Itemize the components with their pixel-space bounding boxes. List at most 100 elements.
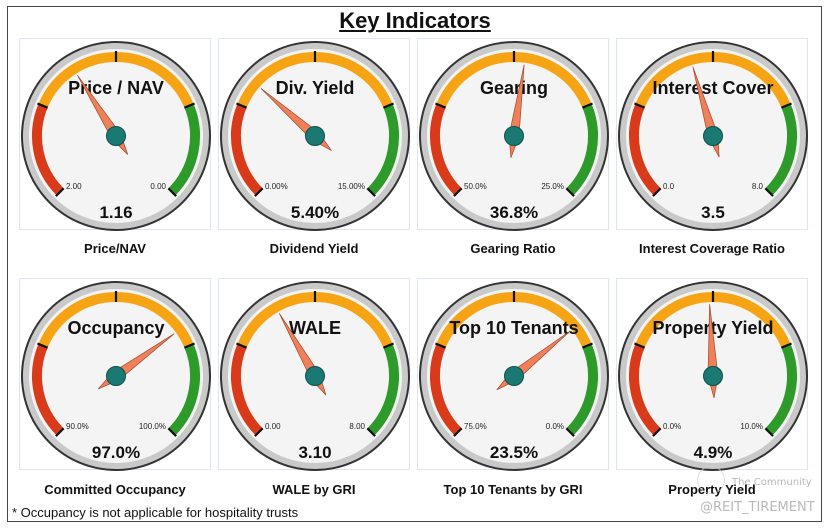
- gauge-tick: [764, 187, 774, 197]
- gauge-tick: [764, 427, 774, 437]
- gauge-tick: [236, 342, 248, 349]
- gauge-band-green: [566, 103, 598, 196]
- gauge-card: 0.0 8.0 Interest Cover 3.5: [616, 38, 808, 231]
- gauge-min-label: 90.0%: [66, 422, 89, 431]
- gauge-max-label: 8.00: [349, 422, 365, 431]
- gauge-max-label: 100.0%: [139, 422, 166, 431]
- gauge-band-red: [430, 103, 462, 196]
- gauge-hub: [703, 366, 723, 386]
- gauge-title: Gearing: [480, 78, 548, 98]
- gauge-svg: 0.0% 10.0% Property Yield 4.9%: [618, 281, 808, 471]
- gauge-tick: [453, 427, 463, 437]
- gauge-value: 3.10: [298, 443, 331, 462]
- gauge-band-green: [367, 103, 399, 196]
- gauge-tick: [254, 427, 264, 437]
- gauge-max-label: 0.0%: [546, 422, 564, 431]
- gauge-band-green: [367, 343, 399, 436]
- gauge-tick: [382, 342, 394, 349]
- gauge-tick: [652, 187, 662, 197]
- gauge-tick: [183, 342, 195, 349]
- gauge-svg: 90.0% 100.0% Occupancy 97.0%: [21, 281, 211, 471]
- gauge-title: Top 10 Tenants: [449, 318, 578, 338]
- gauge-band-red: [32, 103, 64, 196]
- gauge-hub: [504, 126, 524, 146]
- gauge-caption: Interest Coverage Ratio: [639, 241, 785, 256]
- gauge-tick: [581, 342, 593, 349]
- gauge-value: 4.9%: [694, 443, 733, 462]
- gauge-title: WALE: [289, 318, 341, 338]
- gauge-title: Div. Yield: [276, 78, 355, 98]
- gauge-tick: [55, 187, 65, 197]
- gauge-min-label: 0.00%: [265, 182, 288, 191]
- gauge-tick: [634, 342, 646, 349]
- footnote: * Occupancy is not applicable for hospit…: [12, 505, 299, 520]
- gauge-band-green: [168, 343, 200, 436]
- gauge-band-red: [430, 343, 462, 436]
- gauge-card: 50.0% 25.0% Gearing 36.8%: [417, 38, 609, 231]
- gauge-min-label: 0.0%: [663, 422, 681, 431]
- gauge-title: Interest Cover: [652, 78, 773, 98]
- gauge-hub: [305, 126, 325, 146]
- gauge-tick: [236, 102, 248, 109]
- gauge-svg: 0.00% 15.00% Div. Yield 5.40%: [220, 41, 410, 231]
- gauge-band-red: [629, 343, 661, 436]
- gauge-card: 75.0% 0.0% Top 10 Tenants 23.5%: [417, 278, 609, 471]
- gauge-card: 0.0% 10.0% Property Yield 4.9%: [616, 278, 808, 471]
- gauge-min-label: 0.0: [663, 182, 675, 191]
- gauge-svg: 0.00 8.00 WALE 3.10: [220, 281, 410, 471]
- gauge-value: 97.0%: [92, 443, 140, 462]
- gauge-caption: Price/NAV: [84, 241, 146, 256]
- gauge-svg: 2.00 0.00 Price / NAV 1.16: [21, 41, 211, 231]
- watermark-community: The Community: [732, 477, 812, 488]
- gauge-value: 5.40%: [291, 203, 339, 222]
- gauge-min-label: 0.00: [265, 422, 281, 431]
- gauge-tick: [634, 102, 646, 109]
- gauge-title: Occupancy: [67, 318, 164, 338]
- gauge-tick: [55, 427, 65, 437]
- gauge-value: 36.8%: [490, 203, 538, 222]
- gauge-caption: Dividend Yield: [269, 241, 359, 256]
- gauge-svg: 50.0% 25.0% Gearing 36.8%: [419, 41, 609, 231]
- dashboard-frame: [7, 6, 822, 522]
- gauge-tick: [37, 342, 49, 349]
- gauge-caption: Gearing Ratio: [470, 241, 556, 256]
- gauge-tick: [254, 187, 264, 197]
- page-title: Key Indicators: [339, 8, 491, 33]
- gauge-max-label: 0.00: [150, 182, 166, 191]
- watermark-handle: @REIT_TIREMENT: [700, 500, 815, 515]
- gauge-hub: [504, 366, 524, 386]
- gauge-svg: 0.0 8.0 Interest Cover 3.5: [618, 41, 808, 231]
- gauge-caption: WALE by GRI: [272, 482, 356, 497]
- gauge-tick: [435, 342, 447, 349]
- gauge-band-red: [231, 103, 263, 196]
- gauge-band-green: [765, 103, 797, 196]
- gauge-hub: [106, 126, 126, 146]
- gauge-band-red: [231, 343, 263, 436]
- gauge-tick: [37, 102, 49, 109]
- gauge-tick: [780, 342, 792, 349]
- gauge-value: 23.5%: [490, 443, 538, 462]
- gauge-tick: [581, 102, 593, 109]
- gauge-tick: [565, 427, 575, 437]
- gauge-title: Price / NAV: [68, 78, 164, 98]
- gauge-band-green: [566, 343, 598, 436]
- gauge-tick: [652, 427, 662, 437]
- gauge-band-green: [168, 103, 200, 196]
- gauge-caption: Top 10 Tenants by GRI: [443, 482, 583, 497]
- gauge-tick: [435, 102, 447, 109]
- gauge-max-label: 10.0%: [740, 422, 763, 431]
- gauge-tick: [382, 102, 394, 109]
- gauge-svg: 75.0% 0.0% Top 10 Tenants 23.5%: [419, 281, 609, 471]
- gauge-card: 2.00 0.00 Price / NAV 1.16: [19, 38, 211, 231]
- community-logo-icon: [697, 466, 725, 494]
- gauge-hub: [305, 366, 325, 386]
- gauge-tick: [366, 427, 376, 437]
- gauge-card: 0.00 8.00 WALE 3.10: [218, 278, 410, 471]
- gauge-min-label: 75.0%: [464, 422, 487, 431]
- gauge-min-label: 2.00: [66, 182, 82, 191]
- gauge-hub: [703, 126, 723, 146]
- gauge-hub: [106, 366, 126, 386]
- gauge-max-label: 8.0: [752, 182, 764, 191]
- gauge-max-label: 15.00%: [338, 182, 365, 191]
- gauge-max-label: 25.0%: [541, 182, 564, 191]
